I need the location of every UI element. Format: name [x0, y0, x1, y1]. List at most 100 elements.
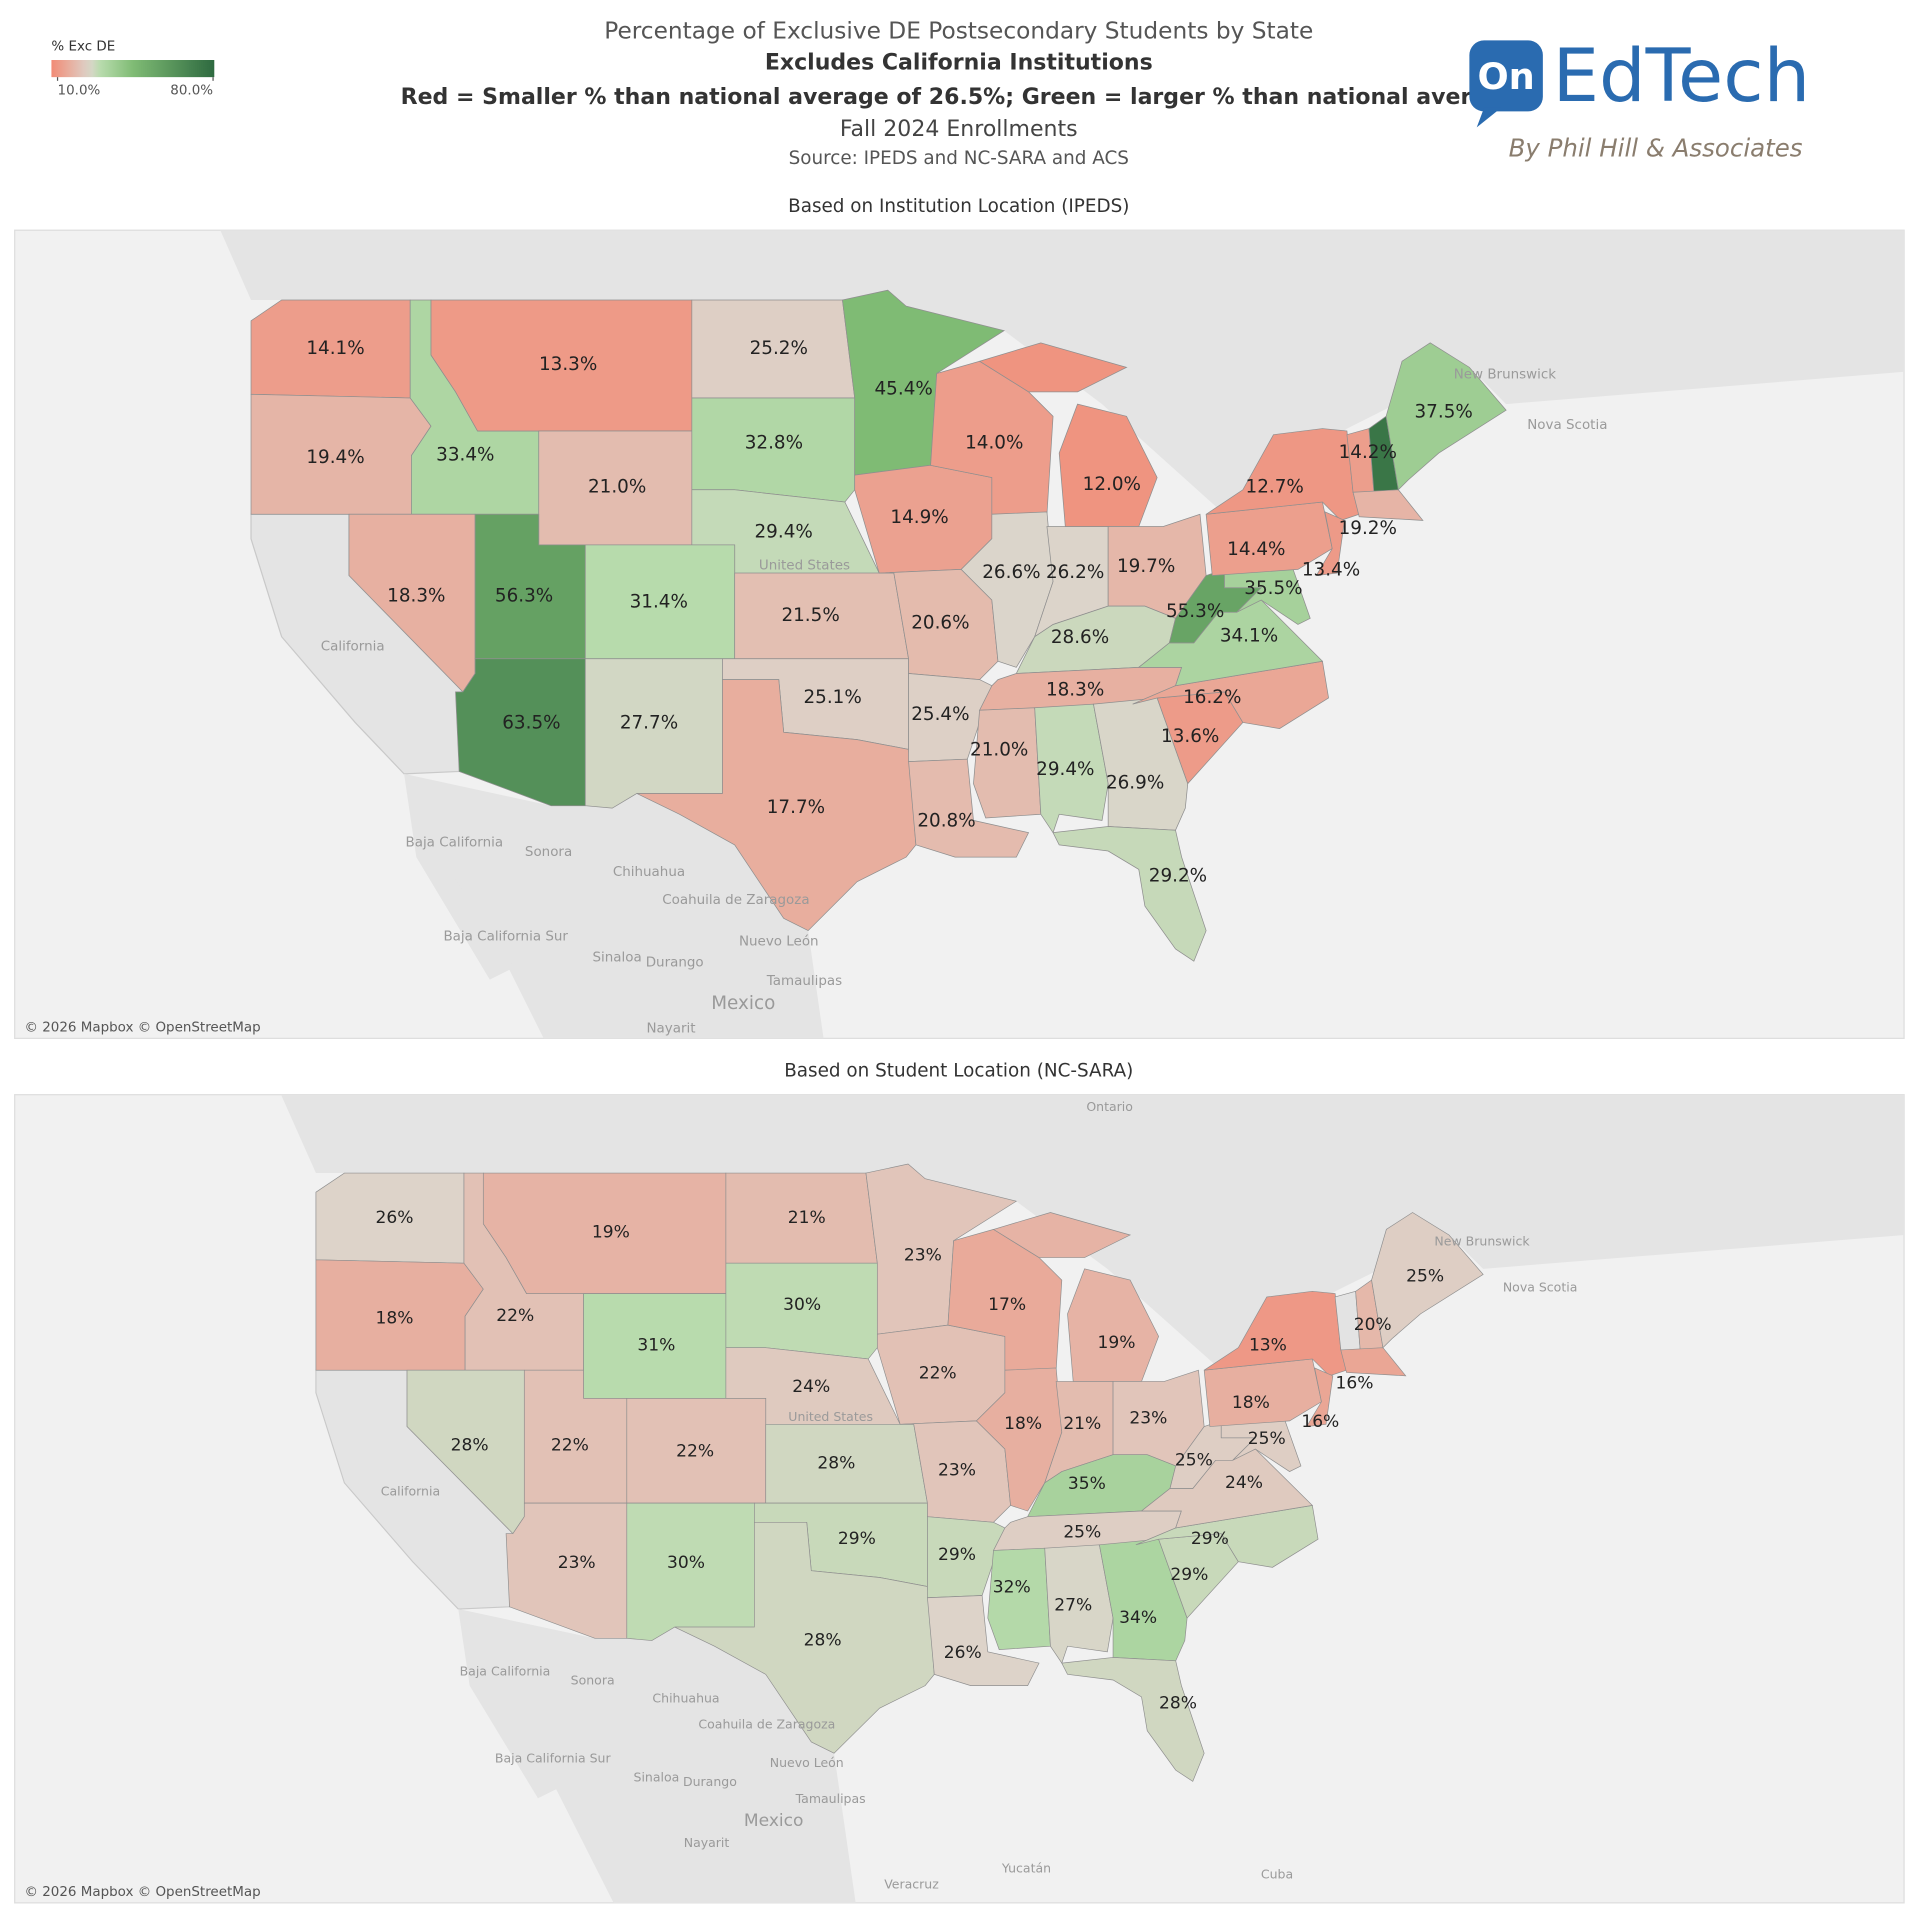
state-label: 28%	[451, 1436, 489, 1456]
state-label: 21%	[1063, 1414, 1101, 1434]
basemap-label: Mexico	[744, 1811, 804, 1831]
basemap-label: Sinaloa	[593, 951, 642, 966]
state-label: 14.9%	[890, 507, 948, 528]
state-label: 31.4%	[630, 591, 688, 612]
basemap-label: Nuevo León	[739, 934, 819, 950]
basemap-label: Veracruz	[884, 1877, 939, 1892]
basemap-label: Sonora	[571, 1673, 615, 1688]
state-label: 25%	[1406, 1267, 1444, 1287]
state-label: 34.1%	[1220, 626, 1278, 647]
state	[973, 707, 1042, 819]
state	[1315, 511, 1345, 576]
state	[987, 1547, 1051, 1650]
basemap-label: United States	[788, 1409, 873, 1424]
state	[1352, 489, 1424, 521]
map-body: California Baja California Sonora Chihuahua…	[220, 230, 1905, 1039]
logo: On EdTech By Phil Hill & Associates	[1469, 34, 1811, 162]
state	[674, 1521, 935, 1754]
state-label: 24%	[792, 1377, 830, 1397]
map-title: Based on Institution Location (IPEDS)	[788, 196, 1129, 217]
state-label: 23%	[558, 1553, 596, 1573]
basemap-label: Durango	[646, 955, 704, 970]
state-label: 16%	[1335, 1374, 1373, 1394]
state-label: 13.6%	[1161, 726, 1219, 747]
basemap-label: United States	[759, 559, 850, 574]
state-label: 16.2%	[1183, 687, 1241, 708]
state-label: 28%	[1159, 1694, 1197, 1714]
state-label: 14.2%	[1339, 442, 1397, 463]
state-label: 55.3%	[1166, 601, 1224, 622]
state-label: 17.7%	[767, 797, 825, 818]
state-label: 31%	[637, 1335, 675, 1355]
basemap-label: New Brunswick	[1434, 1233, 1530, 1248]
basemap-label: Nova Scotia	[1503, 1280, 1578, 1295]
state-label: 29%	[1170, 1565, 1208, 1585]
basemap-label: Chihuahua	[613, 865, 685, 880]
state-label: 22%	[496, 1306, 534, 1326]
state-label: 20.8%	[917, 811, 975, 832]
state-label: 20%	[1354, 1315, 1392, 1335]
state	[1371, 1212, 1484, 1349]
period: Fall 2024 Enrollments	[840, 117, 1078, 142]
state-label: 14.1%	[306, 338, 364, 359]
legend-min: 10.0%	[58, 84, 101, 99]
basemap-label: Coahuila de Zaragoza	[662, 893, 809, 908]
basemap-label: Baja California Sur	[495, 1750, 612, 1765]
basemap-label: Tamaulipas	[766, 974, 842, 989]
state-label: 56.3%	[495, 585, 553, 606]
state-label: 25%	[1175, 1450, 1213, 1470]
state-label: 26.6%	[982, 562, 1040, 583]
basemap-label: Durango	[683, 1774, 737, 1789]
state-label: 25%	[1063, 1522, 1101, 1542]
attribution: © 2026 Mapbox © OpenStreetMap	[24, 1020, 260, 1035]
basemap-label: Cuba	[1261, 1866, 1293, 1881]
state-label: 63.5%	[502, 713, 560, 734]
state-label: 23%	[904, 1245, 942, 1265]
state-label: 18.3%	[1046, 680, 1104, 701]
logo-name: EdTech	[1553, 34, 1811, 119]
state-label: 28%	[817, 1454, 855, 1474]
state-label: 32.8%	[745, 432, 803, 453]
state-label: 30%	[783, 1295, 821, 1315]
subtitle: Excludes California Institutions	[765, 51, 1153, 76]
state-label: 25.2%	[750, 338, 808, 359]
state-label: 29%	[838, 1529, 876, 1549]
state-label: 33.4%	[436, 445, 494, 466]
basemap-label: California	[381, 1483, 440, 1498]
state-label: 12.0%	[1083, 474, 1141, 495]
legend-title: % Exc DE	[51, 40, 115, 55]
state-label: 21.0%	[588, 476, 646, 497]
basemap-label: Tamaulipas	[795, 1791, 866, 1806]
land-mexico	[458, 1609, 856, 1903]
basemap-label: Sonora	[525, 845, 572, 860]
state	[908, 758, 1030, 858]
attribution: © 2026 Mapbox © OpenStreetMap	[24, 1885, 260, 1900]
map-title: Based on Student Location (NC-SARA)	[784, 1060, 1133, 1081]
state-label: 19.2%	[1339, 518, 1397, 539]
state-label: 18%	[1232, 1393, 1270, 1413]
legend: % Exc DE 10.0% 80.0%	[51, 40, 215, 99]
state-label: 12.7%	[1246, 476, 1304, 497]
state-label: 22%	[676, 1441, 714, 1461]
state-label: 26.9%	[1106, 773, 1164, 794]
basemap-label: Nayarit	[646, 1022, 695, 1037]
state-label: 18%	[1004, 1414, 1042, 1434]
state-label: 28%	[804, 1631, 842, 1651]
state-label: 29%	[938, 1545, 976, 1565]
state-label: 17%	[988, 1295, 1026, 1315]
state-label: 23%	[1129, 1409, 1167, 1429]
basemap-label: Mexico	[711, 993, 775, 1014]
land-mexico	[458, 1609, 561, 1799]
title: Percentage of Exclusive DE Postsecondary…	[604, 17, 1313, 44]
land-mexico	[404, 773, 515, 980]
logo-badge	[1469, 40, 1543, 112]
state-label: 18.3%	[387, 585, 445, 606]
state-label: 19%	[592, 1223, 630, 1243]
state	[1061, 1657, 1205, 1782]
state-label: 13%	[1249, 1335, 1287, 1355]
note: Red = Smaller % than national average of…	[401, 85, 1517, 110]
basemap-label: Coahuila de Zaragoza	[698, 1717, 835, 1732]
state-label: 30%	[667, 1553, 705, 1573]
